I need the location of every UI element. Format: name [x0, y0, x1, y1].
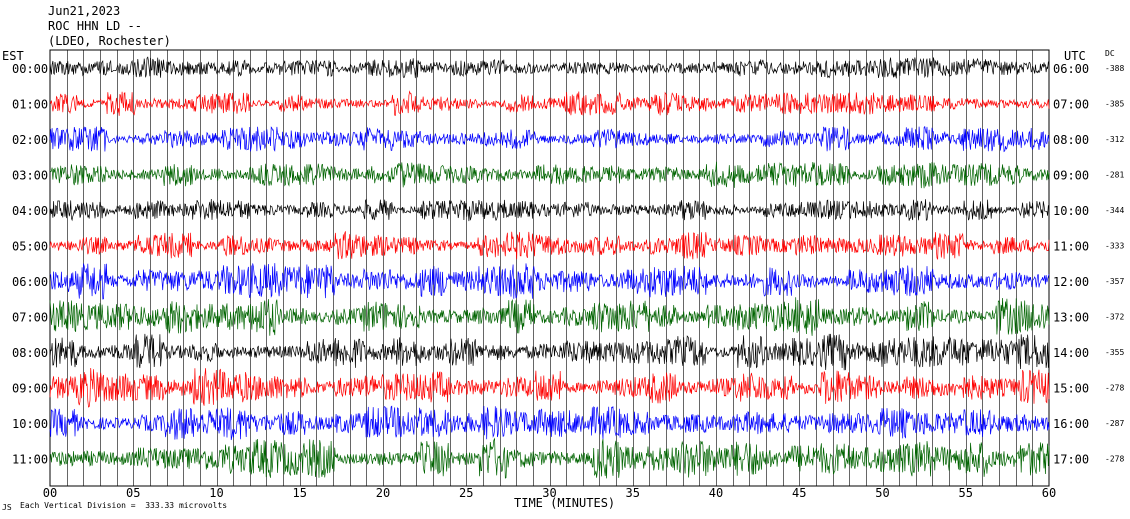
est-hour-label: 08:00	[12, 346, 48, 360]
dc-offset-value: -278	[1105, 384, 1124, 393]
trace-0300	[49, 161, 1050, 189]
est-hour-label: 03:00	[12, 169, 48, 183]
utc-hour-label: 07:00	[1053, 98, 1089, 112]
utc-hour-label: 06:00	[1053, 62, 1089, 76]
trace-1100	[49, 437, 1050, 479]
x-tick-label: 45	[792, 486, 806, 500]
x-tick-label: 60	[1042, 486, 1056, 500]
utc-hour-label: 12:00	[1053, 275, 1089, 289]
x-tick-label: 40	[709, 486, 723, 500]
dc-offset-value: -333	[1105, 242, 1124, 251]
plot-frame	[49, 49, 1050, 487]
trace-0500	[49, 231, 1050, 261]
est-hour-label: 09:00	[12, 382, 48, 396]
x-tick-label: 50	[875, 486, 889, 500]
dc-column-label: DC	[1105, 49, 1115, 58]
x-tick-label: 15	[293, 486, 307, 500]
est-hour-label: 06:00	[12, 275, 48, 289]
x-tick-label: 05	[126, 486, 140, 500]
utc-hour-label: 10:00	[1053, 204, 1089, 218]
trace-0700	[49, 297, 1050, 336]
dc-offset-value: -281	[1105, 171, 1124, 180]
trace-0000	[49, 56, 1050, 79]
utc-hour-label: 13:00	[1053, 311, 1089, 325]
x-tick-label: 35	[626, 486, 640, 500]
dc-offset-value: -372	[1105, 313, 1124, 322]
est-hour-label: 07:00	[12, 311, 48, 325]
dc-offset-value: -278	[1105, 455, 1124, 464]
dc-offset-value: -355	[1105, 348, 1124, 357]
trace-0800	[49, 333, 1050, 371]
est-hour-label: 05:00	[12, 240, 48, 254]
est-hour-label: 02:00	[12, 133, 48, 147]
x-tick-label: 00	[43, 486, 57, 500]
dc-offset-value: -388	[1105, 64, 1124, 73]
utc-hour-label: 08:00	[1053, 133, 1089, 147]
utc-hour-label: 11:00	[1053, 240, 1089, 254]
trace-0900	[49, 367, 1050, 408]
station-code: ROC HHN LD --	[48, 19, 142, 33]
dc-offset-value: -312	[1105, 135, 1124, 144]
trace-0100	[49, 90, 1050, 116]
utc-hour-label: 09:00	[1053, 169, 1089, 183]
est-hour-label: 11:00	[12, 453, 48, 467]
dc-offset-value: -344	[1105, 206, 1124, 215]
trace-0200	[49, 125, 1050, 153]
network-name: (LDEO, Rochester)	[48, 34, 171, 48]
utc-hour-label: 16:00	[1053, 417, 1089, 431]
x-tick-label: 25	[459, 486, 473, 500]
x-tick-label: 20	[376, 486, 390, 500]
est-axis-label: EST	[2, 49, 24, 63]
footer-mark: JS	[2, 503, 12, 512]
utc-hour-label: 14:00	[1053, 346, 1089, 360]
x-tick-label: 30	[542, 486, 556, 500]
utc-hour-label: 15:00	[1053, 382, 1089, 396]
utc-hour-label: 17:00	[1053, 453, 1089, 467]
est-hour-label: 10:00	[12, 417, 48, 431]
chart-date: Jun21,2023	[48, 4, 121, 18]
x-tick-label: 10	[209, 486, 223, 500]
trace-0400	[49, 198, 1050, 222]
trace-0600	[49, 263, 1050, 300]
x-axis-title: TIME (MINUTES)	[514, 496, 616, 510]
trace-1000	[49, 405, 1050, 441]
utc-axis-label: UTC	[1064, 49, 1086, 63]
x-tick-label: 55	[959, 486, 973, 500]
est-hour-label: 00:00	[12, 62, 48, 76]
dc-offset-value: -357	[1105, 277, 1124, 286]
dc-offset-value: -385	[1105, 100, 1124, 109]
est-hour-label: 01:00	[12, 98, 48, 112]
est-hour-label: 04:00	[12, 204, 48, 218]
vertical-division-note: Each Vertical Division = 333.33 microvol…	[20, 501, 228, 510]
dc-offset-value: -287	[1105, 419, 1124, 428]
